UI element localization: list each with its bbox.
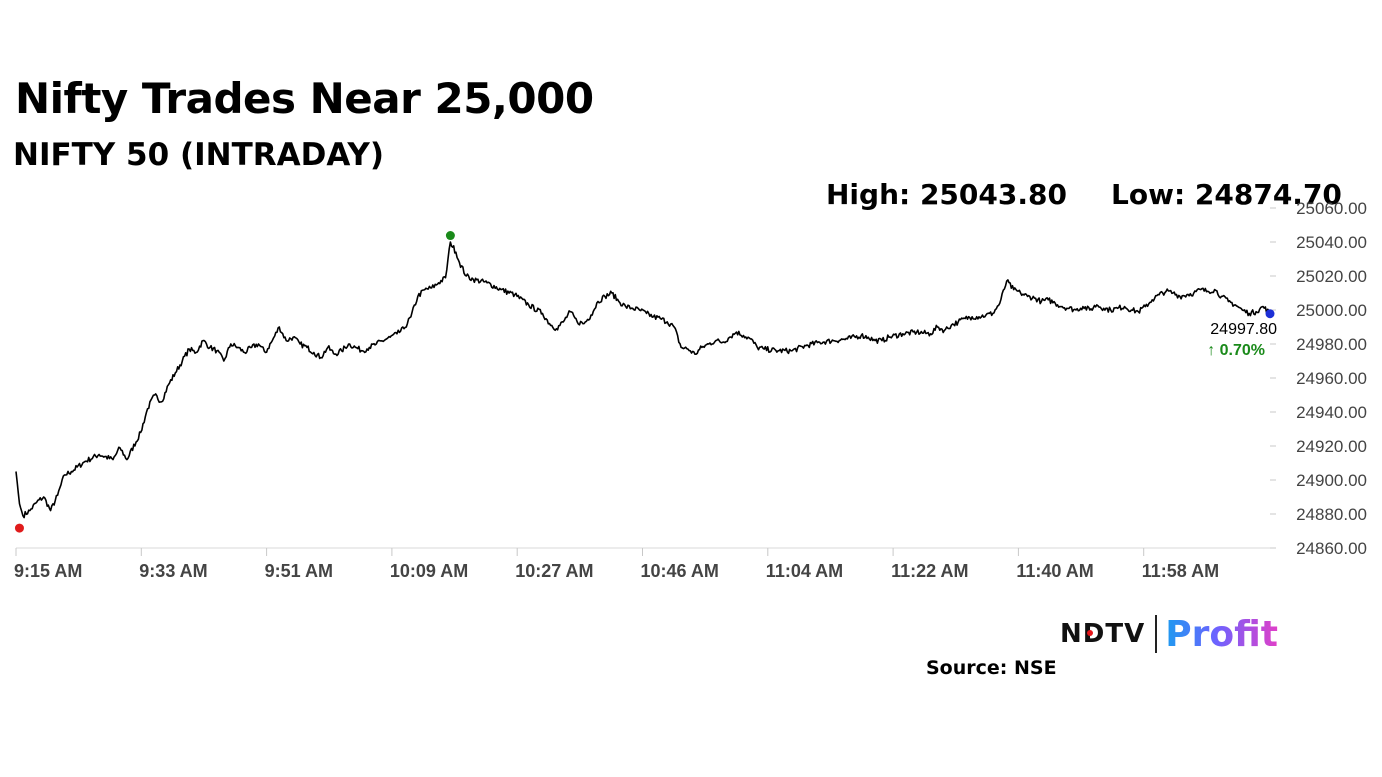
logo-divider [1155,615,1158,653]
y-axis-ticks: 25060.00 25040.00 25020.00 25000.00 24980.00… [1270,199,1367,558]
price-line [15,241,1271,519]
x-tick-label: 11:40 AM [1016,561,1093,581]
source-note: Source: NSE [926,657,1057,679]
profit-wordmark: Profit [1165,613,1278,655]
change-percent-label: ↑ 0.70% [1207,342,1265,359]
logo-red-dot [1087,630,1093,636]
y-tick-label: 24860.00 [1296,539,1367,558]
ndtv-profit-logo: NDTV Profit [1060,612,1278,656]
x-tick-label: 10:27 AM [515,561,593,581]
last-price-marker [1265,309,1275,319]
y-tick-label: 24980.00 [1296,335,1367,354]
y-tick-label: 25060.00 [1296,199,1367,218]
low-stat: Low: 24874.70 [1111,178,1342,211]
y-tick-label: 24920.00 [1296,437,1367,456]
high-marker [445,231,455,241]
intraday-line-chart: 9:15 AM 9:33 AM 9:51 AM 10:09 AM 10:27 AM 10:… [14,199,1367,581]
chart-title: Nifty Trades Near 25,000 [15,74,594,123]
y-tick-label: 25020.00 [1296,267,1367,286]
last-price-label: 24997.80 [1210,321,1277,338]
ndtv-wordmark: NDTV [1060,619,1146,649]
low-marker [14,523,24,533]
x-tick-label: 9:51 AM [265,561,333,581]
y-tick-label: 25040.00 [1296,233,1367,252]
chart-subtitle: NIFTY 50 (INTRADAY) [13,137,385,173]
x-tick-label: 10:46 AM [641,561,719,581]
x-tick-label: 11:22 AM [891,561,968,581]
y-tick-label: 24940.00 [1296,403,1367,422]
high-stat: High: 25043.80 [826,178,1067,211]
y-tick-label: 24900.00 [1296,471,1367,490]
x-tick-label: 11:04 AM [766,561,843,581]
y-tick-label: 24960.00 [1296,369,1367,388]
x-tick-label: 9:33 AM [139,561,207,581]
x-axis-ticks: 9:15 AM 9:33 AM 9:51 AM 10:09 AM 10:27 AM 10:… [14,548,1219,581]
x-tick-label: 9:15 AM [14,561,82,581]
y-tick-label: 24880.00 [1296,505,1367,524]
y-tick-label: 25000.00 [1296,301,1367,320]
x-tick-label: 11:58 AM [1142,561,1219,581]
x-tick-label: 10:09 AM [390,561,468,581]
